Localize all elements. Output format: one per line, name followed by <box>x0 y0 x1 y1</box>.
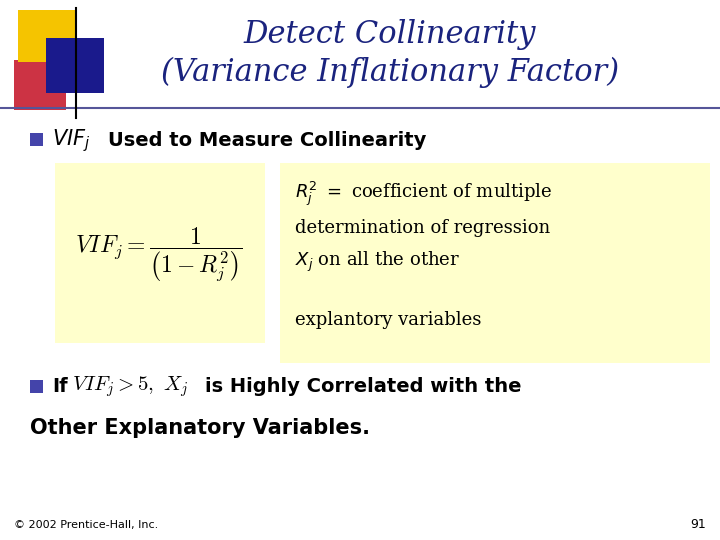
Text: $R_j^2\ =\ $coefficient of multiple: $R_j^2\ =\ $coefficient of multiple <box>295 180 552 208</box>
Bar <box>18 10 76 62</box>
Text: $X_j\ $on all the other: $X_j\ $on all the other <box>295 250 460 274</box>
Text: $VIF_j = \dfrac{1}{\left(1 - R_j^2\right)}$: $VIF_j = \dfrac{1}{\left(1 - R_j^2\right… <box>75 226 242 285</box>
Bar <box>30 133 43 146</box>
Bar <box>30 380 43 393</box>
Bar <box>280 163 710 363</box>
Text: Used to Measure Collinearity: Used to Measure Collinearity <box>108 132 426 151</box>
Text: Detect Collinearity: Detect Collinearity <box>244 19 536 51</box>
Bar <box>46 38 104 93</box>
Text: Other Explanatory Variables.: Other Explanatory Variables. <box>30 418 370 438</box>
Text: is Highly Correlated with the: is Highly Correlated with the <box>205 377 521 396</box>
Text: (Variance Inflationary Factor): (Variance Inflationary Factor) <box>161 56 619 87</box>
Text: determination of regression: determination of regression <box>295 219 550 237</box>
Bar <box>14 60 66 110</box>
Text: 91: 91 <box>690 518 706 531</box>
Text: $VIF_j > 5,\ X_j$: $VIF_j > 5,\ X_j$ <box>72 375 189 400</box>
Text: © 2002 Prentice-Hall, Inc.: © 2002 Prentice-Hall, Inc. <box>14 520 158 530</box>
Bar <box>55 163 265 343</box>
Text: If: If <box>52 377 68 396</box>
Text: explantory variables: explantory variables <box>295 311 482 329</box>
Text: $VIF_j$: $VIF_j$ <box>52 127 91 154</box>
